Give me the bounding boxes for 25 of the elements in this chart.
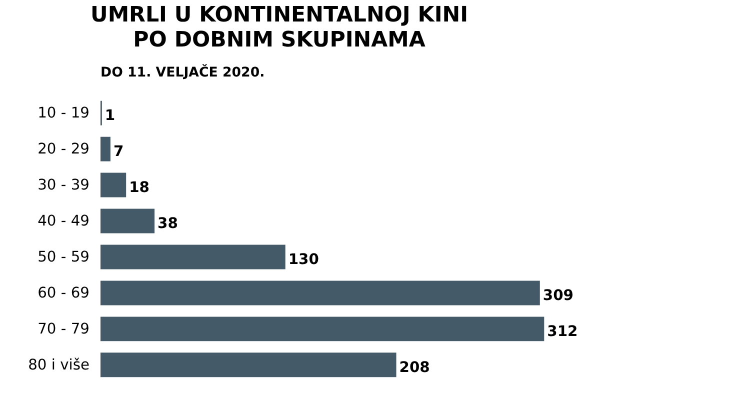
chart-subtitle: DO 11. VELJAČE 2020. <box>100 64 265 80</box>
data-label: 1 <box>104 107 116 124</box>
y-tick-label: 80 i više <box>28 356 90 374</box>
y-tick-label: 30 - 39 <box>38 176 90 194</box>
bar <box>100 208 155 234</box>
data-label: 38 <box>158 215 178 232</box>
data-label: 18 <box>129 179 150 196</box>
y-tick-label: 60 - 69 <box>38 284 90 302</box>
y-tick-label: 70 - 79 <box>38 320 90 338</box>
bar <box>100 316 544 342</box>
data-label: 208 <box>399 358 430 376</box>
chart-title: UMRLI U KONTINENTALNOJ KINI PO DOBNIM SKUPINAMA <box>90 2 468 52</box>
data-label: 312 <box>547 322 578 340</box>
bar <box>100 280 540 306</box>
bar <box>100 244 286 270</box>
bar <box>100 136 110 162</box>
bar <box>100 172 126 198</box>
y-tick-label: 10 - 19 <box>38 104 90 122</box>
data-label: 309 <box>542 286 574 304</box>
bar <box>100 352 396 378</box>
y-tick-label: 50 - 59 <box>38 248 90 266</box>
data-label: 130 <box>288 250 319 268</box>
y-tick-label: 20 - 29 <box>38 140 90 158</box>
y-tick-label: 40 - 49 <box>38 212 90 230</box>
data-label: 7 <box>113 143 124 160</box>
